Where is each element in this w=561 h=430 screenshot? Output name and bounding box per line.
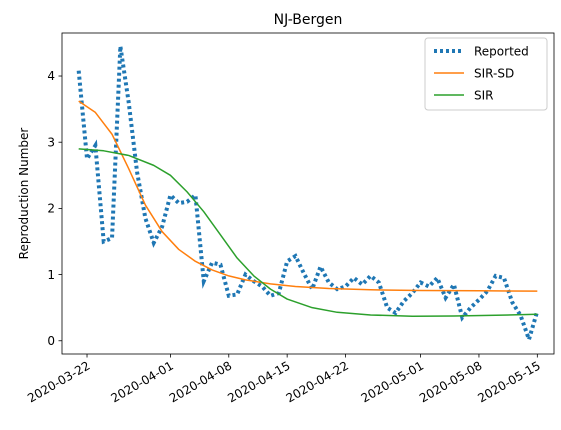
x-tick-label: 2020-05-01 bbox=[359, 358, 426, 405]
chart-title: NJ-Bergen bbox=[274, 12, 343, 28]
y-axis: 0 1 2 3 4 bbox=[47, 69, 62, 348]
y-tick-label: 0 bbox=[47, 334, 55, 348]
x-tick-label: 2020-04-01 bbox=[109, 358, 176, 405]
y-tick-label: 2 bbox=[47, 202, 55, 216]
y-axis-title: Reproduction Number bbox=[17, 128, 31, 260]
series-line-sir bbox=[78, 148, 538, 318]
x-tick-label: 2020-04-22 bbox=[284, 358, 351, 405]
y-tick-label: 1 bbox=[47, 268, 55, 282]
y-tick-label: 4 bbox=[47, 69, 55, 83]
legend-label: Reported bbox=[474, 44, 529, 58]
legend-label: SIR-SD bbox=[474, 66, 514, 80]
x-tick-label: 2020-05-08 bbox=[417, 358, 484, 405]
x-tick-label: 2020-04-15 bbox=[225, 358, 292, 405]
x-tick-label: 2020-04-08 bbox=[167, 358, 234, 405]
x-tick-label: 2020-03-22 bbox=[25, 358, 92, 405]
legend-label: SIR bbox=[474, 88, 494, 102]
legend-box bbox=[424, 37, 548, 111]
y-tick-label: 3 bbox=[47, 135, 55, 149]
series-line-reported bbox=[76, 45, 540, 346]
x-axis: 2020-03-22 2020-04-012020-04-082020-04-15… bbox=[25, 354, 543, 405]
plot-frame bbox=[61, 32, 555, 355]
x-tick-label: 2020-05-15 bbox=[475, 358, 542, 405]
series-line-sir-sd bbox=[78, 100, 538, 292]
series-layer bbox=[76, 45, 540, 346]
legend: Reported SIR-SD SIR bbox=[424, 37, 548, 111]
